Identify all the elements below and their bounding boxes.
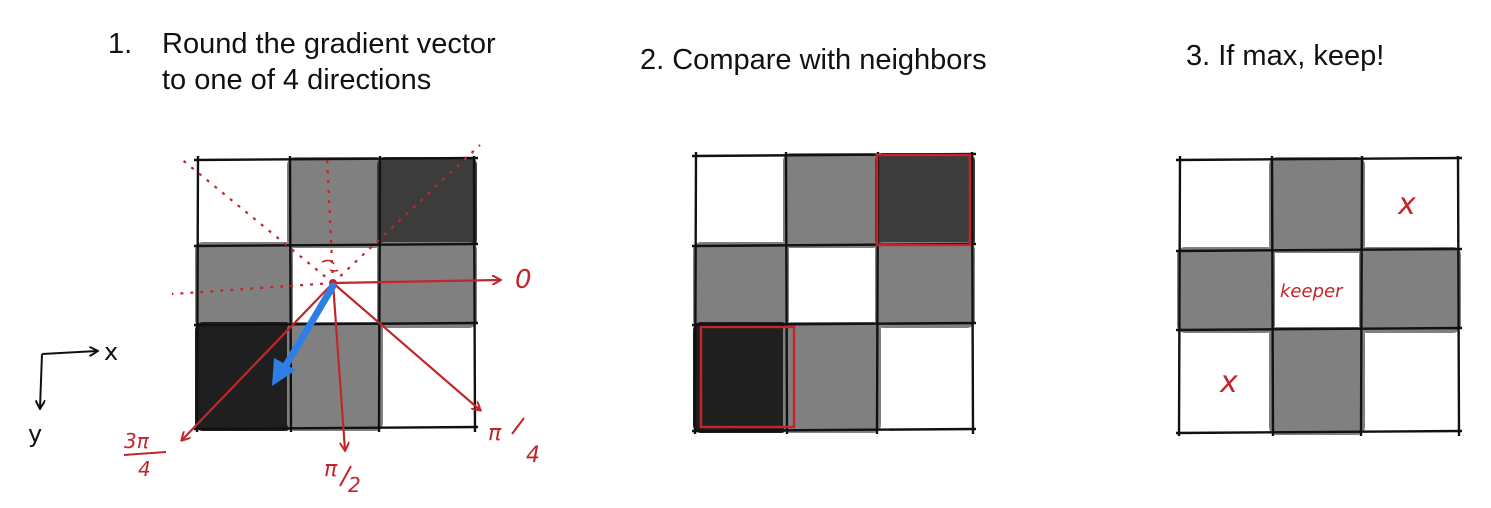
neighbor-highlight-top-right [875,153,972,247]
grid-line-vertical [1456,155,1461,437]
grid-line-vertical [288,155,293,433]
dotted-ray-up-left [179,157,334,284]
grid-line-vertical [377,155,382,433]
frac-bar-pi-over-4 [511,417,525,435]
grid-line-horizontal [193,425,479,431]
grid-1-gradient [193,155,479,433]
grid-line-horizontal [193,156,479,162]
label-0: 0 [515,265,532,295]
step-1-line-1: Round the gradient vector [162,28,496,60]
grid-line-vertical [1270,155,1275,437]
x-axis-label: x [104,338,118,366]
cell-gray [875,242,975,328]
label-pi-over-4-den: 4 [526,443,540,468]
cell-gray [377,242,477,328]
grid-2-neighbors [691,151,977,435]
grid-line-vertical [1177,155,1182,437]
ray-pi-over-4 [332,282,480,410]
gradient-arrowhead [272,358,296,386]
cell-gray [1359,247,1461,333]
label-3pi-over-4-num: 3π [124,429,150,453]
cell-gray [1269,327,1365,435]
cell-gray [1177,247,1275,333]
ray-0 [332,280,500,283]
cell-gray [287,157,383,248]
label-pi-over-2-num: π [324,457,338,482]
reject-mark-top-right: x [1397,187,1416,222]
cell-dark [693,322,789,433]
grid-3-keep [1175,155,1463,437]
neighbor-highlight-bottom-left [699,325,796,429]
y-axis-label: y [28,420,42,448]
cell-darkgray [377,157,477,248]
grid-line-vertical [1359,155,1364,437]
frac-bar-3pi-over-4 [123,451,167,456]
angle-mark [321,259,339,272]
grid-line-horizontal [1175,326,1463,332]
grid-line-vertical [693,151,698,435]
label-3pi-over-4-den: 4 [138,457,151,481]
step-1-line-2: to one of 4 directions [162,64,432,96]
grid-line-vertical [970,151,975,435]
cell-gray [1269,157,1365,253]
grid-line-horizontal [1175,156,1463,162]
cell-gray [783,322,881,433]
step-3-title: 3. If max, keep! [1186,40,1385,72]
direction-rays [171,144,500,450]
reject-mark-bottom-left: x [1219,365,1238,400]
step-1-number: 1. [108,28,133,60]
cell-gray [287,322,383,431]
cell-gray [195,242,293,328]
grid-line-horizontal [1175,429,1463,435]
cell-gray [693,242,789,328]
cell-gray [783,153,881,248]
frac-bar-pi-over-2 [339,465,352,487]
grid-line-horizontal [691,427,977,433]
label-pi-over-2-den: 2 [348,473,361,497]
keeper-label: keeper [1280,281,1344,302]
grid-line-horizontal [193,242,479,248]
cell-darkgray [875,153,975,248]
axes-indicator: x y [28,338,118,448]
grid-line-vertical [472,155,477,433]
grid-line-horizontal [691,321,977,327]
label-pi-over-4-num: π [488,421,502,446]
grid-line-vertical [195,155,200,433]
step-2-title: 2. Compare with neighbors [640,44,987,76]
gradient-vector [272,282,337,386]
ray-3pi-over-4 [182,282,334,440]
dotted-ray-left [171,281,334,296]
ray-pi-over-2 [331,282,345,450]
grid-line-vertical [784,151,789,435]
grid-line-horizontal [1175,247,1463,253]
dotted-ray-up-right [332,144,481,284]
